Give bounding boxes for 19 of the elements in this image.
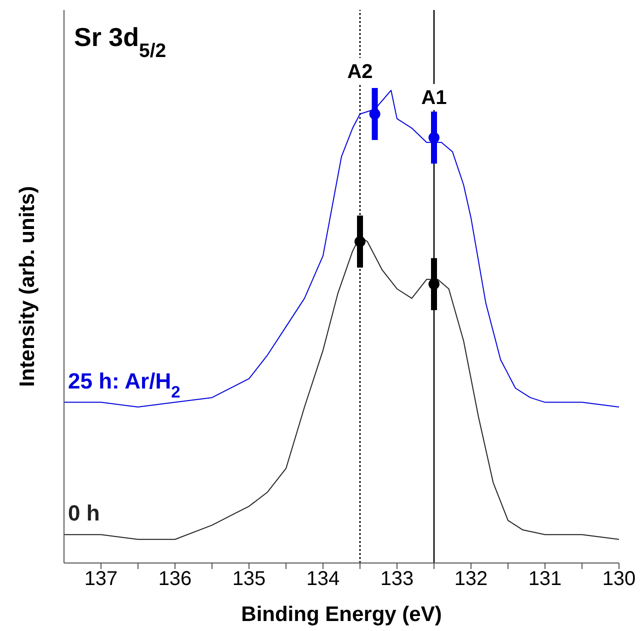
point bbox=[428, 132, 440, 144]
x-tick-label: 130 bbox=[602, 568, 636, 590]
x-tick-label: 136 bbox=[158, 568, 192, 590]
x-axis-title: Binding Energy (eV) bbox=[241, 603, 442, 626]
x-tick-label: 134 bbox=[306, 568, 340, 590]
y-axis-title: Intensity (arb. units) bbox=[16, 186, 39, 387]
ref-line-label: A2 bbox=[347, 61, 373, 83]
x-tick-label: 133 bbox=[380, 568, 414, 590]
x-tick-label: 131 bbox=[528, 568, 562, 590]
series-label: 25 h: Ar/H$_{2}$ bbox=[68, 368, 180, 402]
x-tick-label: 135 bbox=[232, 568, 266, 590]
x-tick-label: 132 bbox=[454, 568, 488, 590]
ref-line-label: A1 bbox=[421, 87, 447, 109]
point bbox=[428, 278, 440, 290]
point bbox=[354, 236, 366, 248]
x-tick-label: 137 bbox=[84, 568, 118, 590]
chart-title: Sr 3d$_{5/2}$ bbox=[74, 22, 166, 62]
point bbox=[369, 108, 380, 120]
series-label: 0 h bbox=[68, 500, 100, 526]
